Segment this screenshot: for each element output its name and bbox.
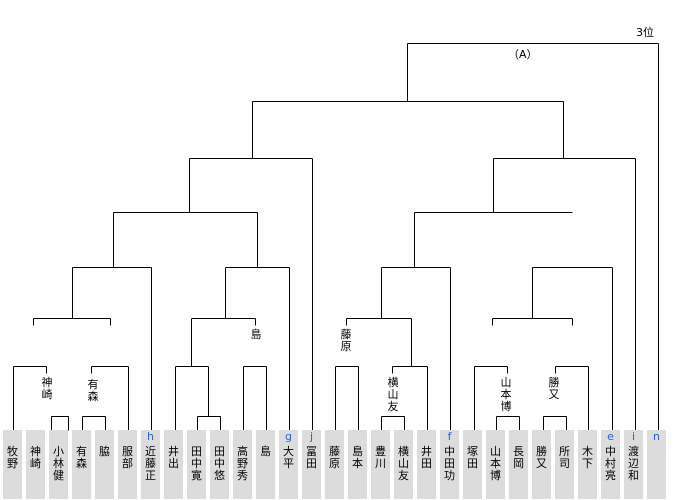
player-name: 神 崎: [30, 445, 41, 470]
player-cell: 藤 原: [325, 430, 344, 499]
player-cell: 豊 川: [371, 430, 390, 499]
player-name: 中 村 亮: [605, 445, 616, 482]
player-cell: e 中 村 亮: [601, 430, 620, 499]
player-name: 中 田 功: [444, 445, 455, 482]
player-name: 田 中 寛: [191, 445, 202, 482]
player-cell: 塚 田: [463, 430, 482, 499]
player-cell: 山 本 博: [486, 430, 505, 499]
player-name: 木 下: [582, 445, 593, 470]
player-name: 冨 田: [306, 445, 317, 470]
player-cell: 横 山 友: [394, 430, 413, 499]
player-cell: 神 崎: [26, 430, 45, 499]
player-cell: 長 岡: [509, 430, 528, 499]
player-cell: n: [647, 430, 666, 499]
player-name: 島 本: [352, 445, 363, 470]
player-cell: 高 野 秀: [233, 430, 252, 499]
player-name: 井 出: [168, 445, 179, 470]
seed-label: h: [147, 430, 154, 443]
player-name: 所 司: [559, 445, 570, 470]
player-cell: 有 森: [72, 430, 91, 499]
player-name: 脇: [99, 445, 110, 458]
player-cell: 井 出: [164, 430, 183, 499]
third-place-label: 3位: [636, 26, 654, 39]
player-name: 渡 辺 和: [628, 445, 639, 482]
player-cell: g 大 平: [279, 430, 298, 499]
player-cell: i 渡 辺 和: [624, 430, 643, 499]
player-name: 藤 原: [329, 445, 340, 470]
section-a-label: （A）: [508, 48, 538, 61]
player-name: 有 森: [76, 445, 87, 470]
player-cell: j 冨 田: [302, 430, 321, 499]
player-name: 島: [260, 445, 271, 458]
seed-label: j: [309, 430, 314, 443]
player-cell: 井 田: [417, 430, 436, 499]
player-name: 勝 又: [536, 445, 547, 470]
winner-label: 島: [250, 328, 262, 341]
winner-label: 山 本 博: [500, 376, 512, 413]
player-cell: f 中 田 功: [440, 430, 459, 499]
winner-label: 神 崎: [41, 376, 53, 401]
player-name: 横 山 友: [398, 445, 409, 482]
player-name: 山 本 博: [490, 445, 501, 482]
winner-label: 有 森: [87, 378, 99, 403]
player-cell: 島 本: [348, 430, 367, 499]
player-name: 長 岡: [513, 445, 524, 470]
player-cell: 島: [256, 430, 275, 499]
player-cell: h 近 藤 正: [141, 430, 160, 499]
player-name: 井 田: [421, 445, 432, 470]
seed-label: n: [653, 430, 660, 443]
player-name: 豊 川: [375, 445, 386, 470]
player-name: 高 野 秀: [237, 445, 248, 482]
player-cell: 小 林 健: [49, 430, 68, 499]
player-name: 塚 田: [467, 445, 478, 470]
seed-label: g: [285, 430, 292, 443]
player-name: 小 林 健: [53, 445, 64, 482]
player-name: 近 藤 正: [145, 445, 156, 482]
seed-label: e: [607, 430, 614, 443]
player-name: 大 平: [283, 445, 294, 470]
player-name: 牧 野: [7, 445, 18, 470]
player-cell: 服 部: [118, 430, 137, 499]
player-cell: 所 司: [555, 430, 574, 499]
player-name: 服 部: [122, 445, 133, 470]
player-cell: 勝 又: [532, 430, 551, 499]
player-cell: 牧 野: [3, 430, 22, 499]
seed-label: i: [631, 430, 636, 443]
seed-label: f: [447, 430, 452, 443]
winner-label: 藤 原: [340, 328, 352, 353]
player-name: 田 中 悠: [214, 445, 225, 482]
winner-label: 横 山 友: [387, 376, 399, 413]
player-cell: 田 中 悠: [210, 430, 229, 499]
winner-label: 勝 又: [548, 376, 560, 401]
player-cell: 脇: [95, 430, 114, 499]
player-cell: 田 中 寛: [187, 430, 206, 499]
player-cell: 木 下: [578, 430, 597, 499]
